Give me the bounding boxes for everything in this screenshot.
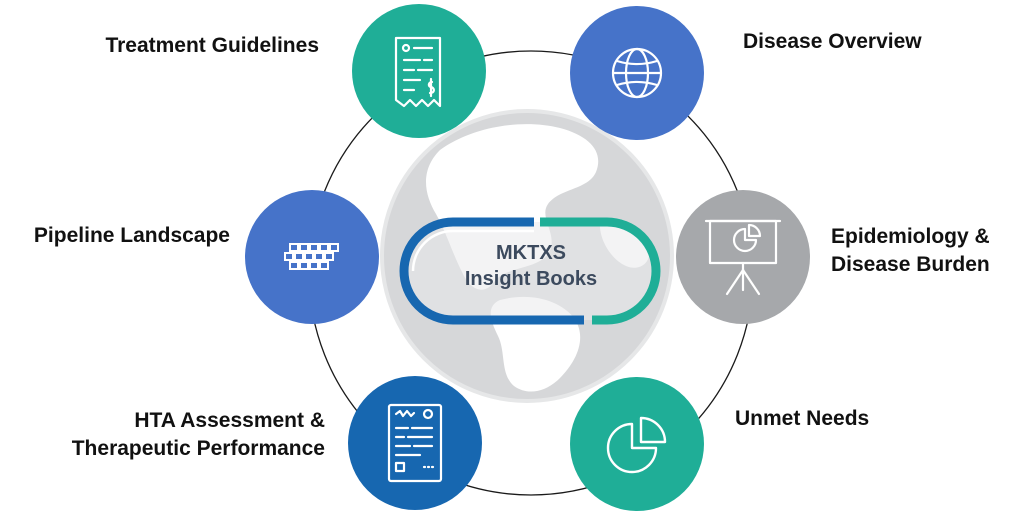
label-disease-overview[interactable]: Disease Overview — [743, 28, 922, 56]
label-treatment-guidelines[interactable]: Treatment Guidelines — [105, 32, 319, 60]
label-unmet-needs-text: Unmet Needs — [735, 407, 870, 430]
label-treatment-guidelines-text: Treatment Guidelines — [105, 34, 319, 57]
receipt-icon — [394, 36, 442, 108]
node-unmet-needs[interactable] — [570, 377, 704, 511]
center-title-line1: MKTXS — [496, 242, 566, 264]
globe-icon — [611, 47, 663, 99]
pipeline-blocks-icon — [284, 243, 339, 270]
center-pill — [399, 217, 661, 325]
label-epidemiology-line2: Disease Burden — [831, 253, 990, 276]
node-treatment-guidelines[interactable] — [352, 4, 486, 138]
label-hta-line2: Therapeutic Performance — [71, 437, 325, 460]
label-pipeline-landscape[interactable]: Pipeline Landscape — [34, 222, 230, 250]
presentation-board-icon — [704, 219, 782, 296]
pie-chart-icon — [606, 416, 667, 474]
node-epidemiology[interactable] — [676, 190, 810, 324]
label-pipeline-landscape-text: Pipeline Landscape — [33, 224, 230, 247]
label-epidemiology[interactable]: Epidemiology & Disease Burden — [831, 223, 990, 279]
label-hta-line1: HTA Assessment & — [134, 409, 325, 432]
node-pipeline-landscape[interactable] — [245, 190, 379, 324]
center-title: MKTXS Insight Books — [400, 240, 662, 292]
label-epidemiology-line1: Epidemiology & — [831, 225, 990, 248]
label-unmet-needs[interactable]: Unmet Needs — [735, 405, 869, 433]
node-disease-overview[interactable] — [570, 6, 704, 140]
report-document-icon — [387, 403, 443, 483]
label-hta-assessment[interactable]: HTA Assessment & Therapeutic Performance — [72, 407, 325, 463]
center-title-line2: Insight Books — [464, 268, 598, 290]
node-hta-assessment[interactable] — [348, 376, 482, 510]
label-disease-overview-text: Disease Overview — [743, 30, 922, 53]
